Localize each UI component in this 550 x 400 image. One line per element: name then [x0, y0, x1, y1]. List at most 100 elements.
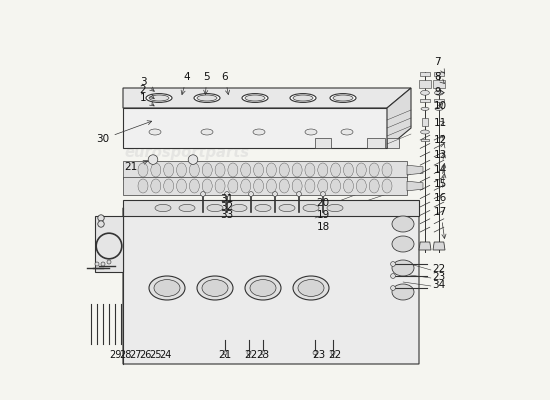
- Ellipse shape: [343, 163, 354, 177]
- Text: 21: 21: [124, 160, 147, 172]
- Ellipse shape: [228, 163, 238, 177]
- Circle shape: [101, 262, 105, 266]
- Ellipse shape: [245, 276, 281, 300]
- Polygon shape: [95, 216, 123, 272]
- Circle shape: [247, 351, 251, 355]
- Ellipse shape: [266, 163, 277, 177]
- Ellipse shape: [292, 163, 302, 177]
- Ellipse shape: [293, 276, 329, 300]
- Ellipse shape: [382, 163, 392, 177]
- Text: 8: 8: [434, 72, 444, 84]
- Ellipse shape: [194, 94, 220, 102]
- Ellipse shape: [202, 280, 228, 296]
- Ellipse shape: [241, 179, 251, 193]
- Text: 24: 24: [159, 350, 171, 360]
- Ellipse shape: [215, 163, 225, 177]
- Ellipse shape: [369, 179, 379, 193]
- Ellipse shape: [305, 129, 317, 135]
- Circle shape: [224, 192, 229, 196]
- Circle shape: [107, 260, 111, 264]
- Text: 23: 23: [432, 272, 446, 282]
- Text: 22: 22: [328, 350, 342, 360]
- Ellipse shape: [154, 280, 180, 296]
- Text: 13: 13: [434, 144, 448, 160]
- Text: eurosportparts: eurosportparts: [233, 252, 358, 268]
- Text: 17: 17: [434, 207, 448, 238]
- Ellipse shape: [318, 179, 328, 193]
- Bar: [420, 99, 430, 102]
- Circle shape: [148, 155, 158, 164]
- Text: 29: 29: [109, 350, 121, 360]
- Text: 18: 18: [316, 222, 329, 232]
- Ellipse shape: [369, 163, 379, 177]
- Text: 33: 33: [221, 210, 234, 220]
- Text: 30: 30: [96, 121, 152, 144]
- Ellipse shape: [421, 107, 429, 110]
- Ellipse shape: [331, 179, 340, 193]
- Ellipse shape: [164, 179, 174, 193]
- Polygon shape: [123, 200, 419, 216]
- Bar: [433, 80, 446, 88]
- Text: 20: 20: [316, 198, 329, 208]
- Ellipse shape: [298, 280, 324, 296]
- Ellipse shape: [241, 163, 251, 177]
- Polygon shape: [387, 88, 411, 148]
- Text: 28: 28: [119, 350, 131, 360]
- Polygon shape: [123, 108, 387, 148]
- Bar: [419, 80, 431, 88]
- Ellipse shape: [279, 179, 289, 193]
- Ellipse shape: [421, 130, 430, 134]
- Text: 32: 32: [221, 202, 234, 212]
- Circle shape: [331, 351, 335, 355]
- Text: 31: 31: [221, 194, 234, 204]
- Ellipse shape: [392, 236, 414, 252]
- Circle shape: [390, 274, 395, 278]
- Ellipse shape: [245, 95, 265, 101]
- Ellipse shape: [177, 163, 186, 177]
- Circle shape: [201, 192, 205, 196]
- Ellipse shape: [382, 179, 392, 193]
- Circle shape: [188, 155, 198, 164]
- Ellipse shape: [149, 276, 185, 300]
- Circle shape: [261, 351, 265, 355]
- Ellipse shape: [138, 179, 148, 193]
- Ellipse shape: [146, 94, 172, 102]
- Text: 22: 22: [244, 350, 257, 360]
- Ellipse shape: [435, 107, 443, 110]
- Bar: [434, 99, 444, 102]
- Ellipse shape: [242, 94, 268, 102]
- Circle shape: [321, 192, 326, 196]
- Circle shape: [273, 192, 277, 196]
- Ellipse shape: [201, 129, 213, 135]
- Ellipse shape: [231, 204, 247, 212]
- Ellipse shape: [392, 284, 414, 300]
- Ellipse shape: [189, 179, 199, 193]
- Ellipse shape: [255, 204, 271, 212]
- Ellipse shape: [421, 90, 430, 95]
- Ellipse shape: [253, 129, 265, 135]
- Ellipse shape: [279, 204, 295, 212]
- Text: eurosportparts: eurosportparts: [124, 252, 250, 268]
- Text: 22: 22: [432, 264, 446, 274]
- Text: 2: 2: [140, 85, 154, 99]
- Ellipse shape: [254, 179, 263, 193]
- Ellipse shape: [151, 179, 161, 193]
- Circle shape: [223, 351, 227, 355]
- Ellipse shape: [343, 179, 354, 193]
- Ellipse shape: [164, 163, 174, 177]
- Circle shape: [249, 192, 254, 196]
- Ellipse shape: [215, 179, 225, 193]
- Polygon shape: [433, 242, 445, 250]
- Text: 34: 34: [432, 280, 446, 290]
- Bar: [422, 118, 428, 126]
- Text: 7: 7: [434, 57, 444, 73]
- Bar: [434, 72, 444, 76]
- Ellipse shape: [207, 204, 223, 212]
- Polygon shape: [123, 208, 419, 364]
- Ellipse shape: [197, 95, 217, 101]
- Ellipse shape: [151, 163, 161, 177]
- Circle shape: [98, 221, 104, 227]
- Ellipse shape: [305, 163, 315, 177]
- Text: 14: 14: [434, 154, 448, 175]
- Ellipse shape: [331, 163, 340, 177]
